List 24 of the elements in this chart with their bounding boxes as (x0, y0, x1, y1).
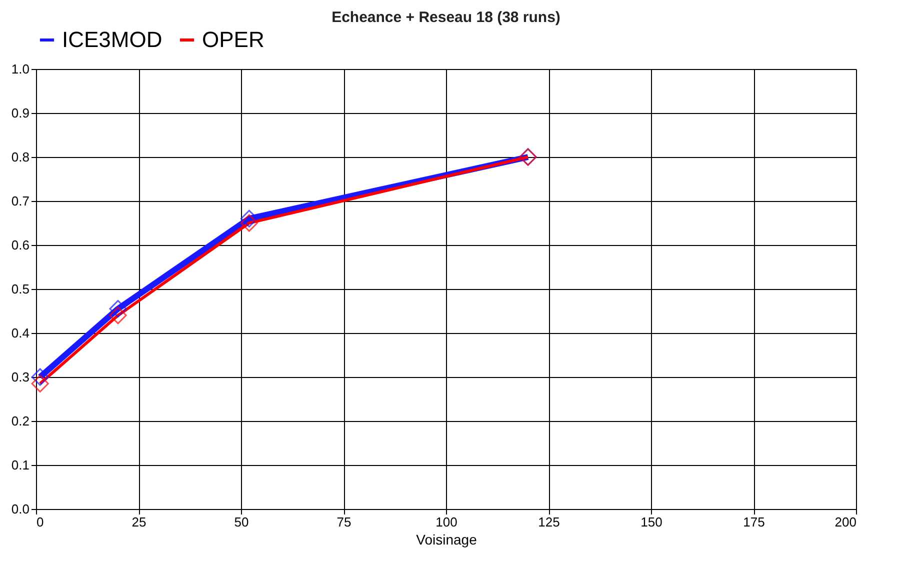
y-tick-label: 0.4 (11, 326, 30, 340)
y-tick-label: 0.8 (11, 150, 30, 164)
x-tick-label: 75 (336, 514, 352, 530)
y-tick-label: 0.3 (11, 370, 30, 384)
y-tick-label: 0.5 (11, 282, 30, 296)
y-tick-label: 0.0 (11, 502, 30, 516)
x-tick-label: 150 (640, 514, 662, 530)
y-tick-label: 1.0 (11, 62, 30, 76)
x-tick-label: 175 (743, 514, 765, 530)
x-tick-label: 125 (538, 514, 560, 530)
x-tick-label: 200 (834, 514, 856, 530)
legend-label: ICE3MOD (62, 27, 162, 52)
legend-label: OPER (202, 27, 264, 52)
y-tick-label: 0.2 (11, 414, 30, 428)
chart-title: Echeance + Reseau 18 (38 runs) (332, 9, 560, 26)
x-tick-label: 100 (436, 514, 458, 530)
x-axis-title: Voisinage (416, 532, 478, 548)
x-tick-label: 0 (36, 514, 44, 530)
x-tick-label: 50 (234, 514, 249, 530)
y-tick-label: 0.9 (11, 106, 30, 120)
x-tick-label: 25 (132, 514, 146, 530)
y-tick-label: 0.6 (11, 238, 30, 252)
y-tick-label: 0.7 (11, 194, 30, 208)
y-tick-label: 0.1 (11, 458, 30, 472)
